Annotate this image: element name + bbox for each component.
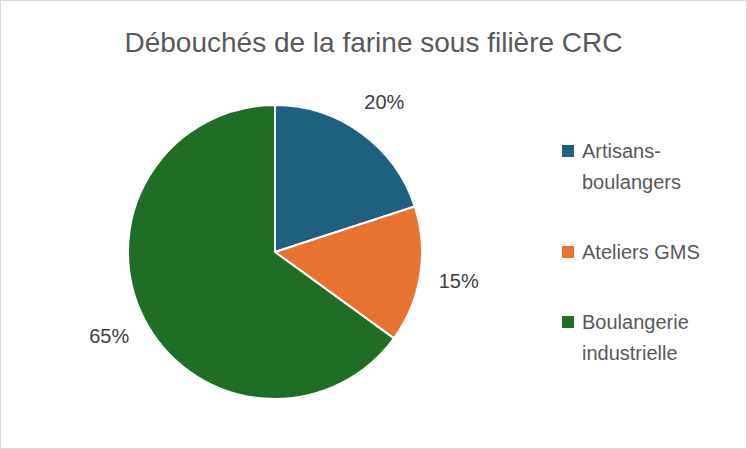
legend-swatch [562,246,574,258]
legend-swatch [562,145,574,157]
chart-root: Débouchés de la farine sous filière CRC 2… [0,0,747,449]
legend-label: Boulangerieindustrielle [582,311,689,364]
data-label: 15% [439,270,479,292]
legend-label: Ateliers GMS [582,241,700,263]
data-labels: 20% 15% 65% [89,91,479,348]
legend-label: Artisans-boulangers [582,140,681,193]
background [1,1,747,449]
pie-slice [128,105,394,399]
legend: Artisans-boulangers Ateliers GMS Boulanger… [562,140,700,364]
data-label: 20% [364,91,404,113]
data-label: 65% [89,325,129,347]
pie [128,105,422,399]
legend-swatch [562,316,574,328]
title: Débouchés de la farine sous filière CRC [124,27,622,58]
